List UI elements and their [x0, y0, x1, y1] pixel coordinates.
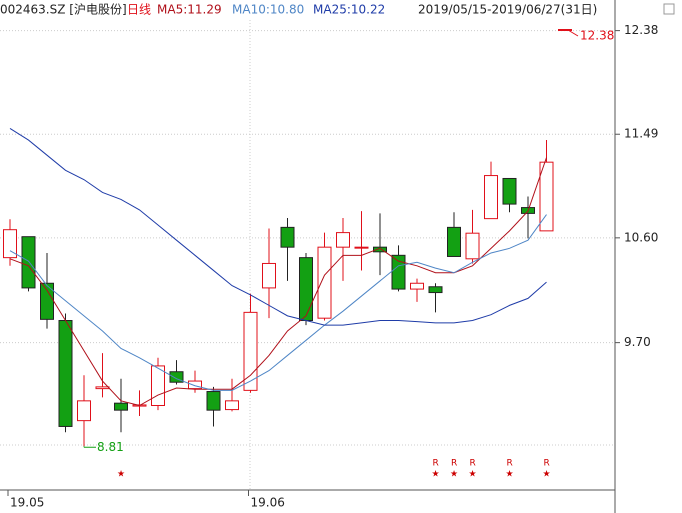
candle-body	[539, 161, 554, 232]
candle-body	[3, 229, 17, 259]
candle-body	[465, 232, 480, 260]
signal-r: R	[451, 459, 457, 469]
signal-r: R	[433, 459, 439, 469]
candle-body	[77, 400, 91, 422]
candle-body	[225, 400, 239, 411]
candle-body	[58, 320, 73, 427]
candle-body	[262, 262, 276, 289]
y-tick-label: 12.38	[624, 23, 658, 37]
signal-r: R	[470, 459, 476, 469]
candle-body	[114, 402, 128, 411]
min-label: 8.81	[97, 440, 124, 454]
legend-entry: MA25:10.22	[313, 3, 385, 17]
signal-star: ★	[450, 470, 458, 480]
legend-entry: MA5:11.29	[157, 3, 222, 17]
candle-body	[280, 226, 295, 248]
candle-body	[354, 246, 369, 249]
date-range: 2019/05/15-2019/06/27(31日)	[418, 3, 597, 17]
candle-body	[317, 246, 332, 319]
candle-body	[502, 177, 517, 205]
candle-body	[299, 257, 313, 322]
candle-body	[21, 236, 36, 289]
candle-body	[188, 380, 202, 390]
candle-body	[243, 311, 258, 391]
legend-entry: MA10:10.80	[232, 3, 304, 17]
x-tick-label: 19.06	[251, 496, 285, 510]
candle-body	[373, 246, 387, 253]
settings-icon[interactable]	[663, 3, 675, 15]
signal-r: R	[507, 459, 513, 469]
candle-body	[95, 386, 110, 390]
candle-body	[484, 175, 498, 220]
signal-star: ★	[469, 470, 477, 480]
candle-body	[169, 371, 184, 383]
signal-star: ★	[543, 470, 551, 480]
x-tick-label: 19.05	[10, 496, 44, 510]
y-tick-label: 10.60	[624, 230, 658, 244]
max-arrow-tail	[567, 29, 579, 37]
y-tick-label: 11.49	[624, 127, 658, 141]
signal-star: ★	[506, 470, 514, 480]
ma-line	[9, 214, 547, 391]
candle-body	[428, 286, 443, 294]
candle-body	[410, 282, 424, 290]
candle-body	[447, 226, 461, 257]
max-label: 12.38	[580, 29, 614, 43]
candle-body	[151, 365, 165, 407]
chart-title: 002463.SZ [沪电股份]	[0, 3, 127, 17]
signal-star: ★	[432, 470, 440, 480]
ma-line	[9, 127, 547, 326]
candle-body	[206, 391, 221, 411]
signal-star: ★	[117, 470, 125, 480]
y-tick-label: 9.70	[624, 335, 651, 349]
signal-r: R	[544, 459, 550, 469]
candle-body	[391, 254, 406, 290]
ma-line	[9, 157, 547, 407]
candle-body	[336, 232, 350, 248]
period-label: 日线	[127, 3, 151, 17]
